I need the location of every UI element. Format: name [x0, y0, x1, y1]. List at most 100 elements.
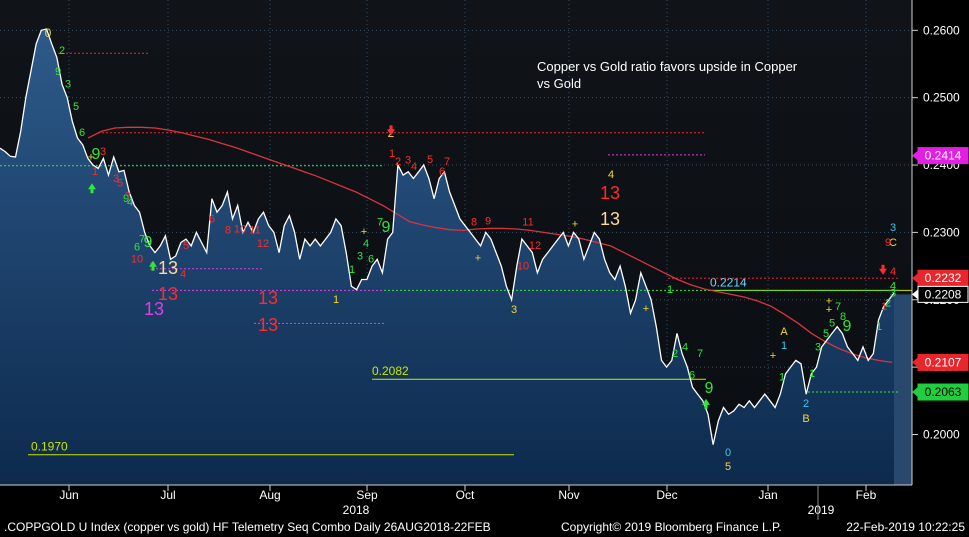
price-badge-pointer: [912, 357, 918, 368]
sequence-label: 13: [258, 288, 278, 308]
sell-arrow: [879, 264, 887, 275]
sequence-label: 13: [600, 209, 620, 229]
year-label-2018: 2018: [343, 503, 370, 517]
sequence-label: 3: [511, 304, 517, 316]
price-series-line: [0, 28, 895, 445]
price-badge-label: 0.2107: [925, 355, 962, 369]
moving-average: [87, 126, 893, 364]
y-tick-label: 0.2300: [923, 225, 960, 239]
sequence-label: 9: [382, 219, 391, 236]
count-marker: 1: [349, 264, 355, 276]
count-marker: 6: [134, 242, 140, 254]
buy-arrow: [149, 260, 157, 271]
count-marker: 4: [890, 281, 896, 293]
sequence-label: 13: [158, 284, 178, 304]
x-tick-label: Feb: [856, 488, 877, 502]
plus-marker: +: [88, 151, 94, 163]
count-marker: 2: [672, 348, 678, 360]
count-marker: 9: [485, 215, 491, 227]
footer-left: .COPPGOLD U Index (copper vs gold) HF Te…: [4, 520, 491, 534]
sequence-label: 5: [725, 461, 731, 473]
count-marker: 1: [389, 148, 395, 160]
count-marker: 7: [125, 191, 131, 203]
count-marker: 6: [689, 370, 695, 382]
price-badge-label: 0.2232: [925, 271, 962, 285]
sequence-label: C: [889, 237, 897, 249]
count-marker: 7: [139, 234, 145, 246]
count-marker: 2: [395, 156, 401, 168]
x-tick-label: Jul: [160, 488, 175, 502]
sequence-label: 9: [55, 66, 61, 78]
count-marker: 4: [411, 161, 417, 173]
count-marker: 1: [881, 301, 887, 313]
level-label: 0.1970: [31, 440, 68, 454]
buy-arrow: [702, 398, 710, 409]
sequence-label: 13: [258, 315, 278, 335]
count-marker: 7: [835, 301, 841, 313]
plus-marker: +: [643, 303, 649, 315]
footer-middle: Copyright© 2019 Bloomberg Finance L.P.: [561, 520, 782, 534]
count-marker: 12: [257, 238, 269, 250]
count-marker: 1: [779, 372, 785, 384]
plus-marker: +: [826, 304, 832, 316]
y-tick-label: 0.2500: [923, 91, 960, 105]
count-marker: 4: [682, 341, 688, 353]
count-marker: 4: [127, 196, 133, 208]
count-marker: 3: [65, 79, 71, 91]
sequence-label: 9: [843, 318, 852, 335]
count-marker: 3: [890, 287, 896, 299]
moving-average-line: [87, 126, 893, 364]
y-tick-label: 0.2000: [923, 427, 960, 441]
plus-marker: +: [475, 252, 481, 264]
price-badge-label: 0.2063: [925, 385, 962, 399]
count-marker: 5: [183, 240, 189, 252]
x-tick-label: Jan: [758, 488, 777, 502]
x-tick-label: Oct: [456, 488, 475, 502]
plus-marker: +: [572, 219, 578, 231]
count-marker: 1: [92, 166, 98, 178]
count-marker: 5: [829, 318, 835, 330]
count-marker: 3: [100, 146, 106, 158]
count-marker: 5: [427, 154, 433, 166]
count-marker: 10: [517, 260, 529, 272]
count-marker: 6: [79, 127, 85, 139]
price-badge-pointer: [912, 289, 918, 300]
sequence-label: 9: [123, 193, 129, 205]
sequence-label: 4: [608, 169, 614, 181]
count-marker: 5: [117, 178, 123, 190]
count-marker: 7: [444, 156, 450, 168]
count-marker: 7: [377, 217, 383, 229]
price-badge-pointer: [912, 150, 918, 161]
sequence-label: A: [780, 326, 788, 338]
count-marker: 2: [885, 297, 891, 309]
count-marker: 11: [522, 217, 533, 229]
sequence-label: 1: [781, 340, 787, 352]
level-lines: 0.2214 0.2082 0.1970: [0, 52, 912, 456]
count-marker: 2: [59, 45, 65, 57]
projection-area: [894, 294, 912, 485]
sequence-annotations: 01313131313131324305A12B3C99999999423561…: [45, 26, 897, 473]
level-label: 0.2082: [372, 364, 409, 378]
count-marker: 8: [840, 311, 846, 323]
sequence-label: 3: [890, 222, 896, 234]
price-badge-pointer: [912, 273, 918, 284]
count-marker: 8: [471, 217, 477, 229]
plus-marker: +: [361, 226, 367, 238]
x-tick-label: Dec: [656, 488, 677, 502]
sequence-label: 2: [803, 398, 809, 410]
count-marker: 8: [225, 225, 231, 237]
count-marker: 5: [73, 101, 79, 113]
count-marker: 12: [529, 240, 541, 252]
sequence-label: 0: [45, 26, 52, 40]
x-axis: Jun Jul Aug Sep Oct Nov Dec Jan Feb: [59, 485, 877, 502]
sequence-label: 4: [890, 266, 896, 278]
count-marker: 1: [667, 284, 673, 296]
sequence-label: 13: [600, 183, 620, 203]
count-marker: 5: [823, 328, 829, 340]
count-marker: 1: [333, 294, 339, 306]
x-tick-label: Nov: [558, 488, 579, 502]
level-label: 0.2214: [710, 275, 747, 289]
x-tick-label: Aug: [259, 488, 280, 502]
sell-arrow: [387, 125, 395, 136]
